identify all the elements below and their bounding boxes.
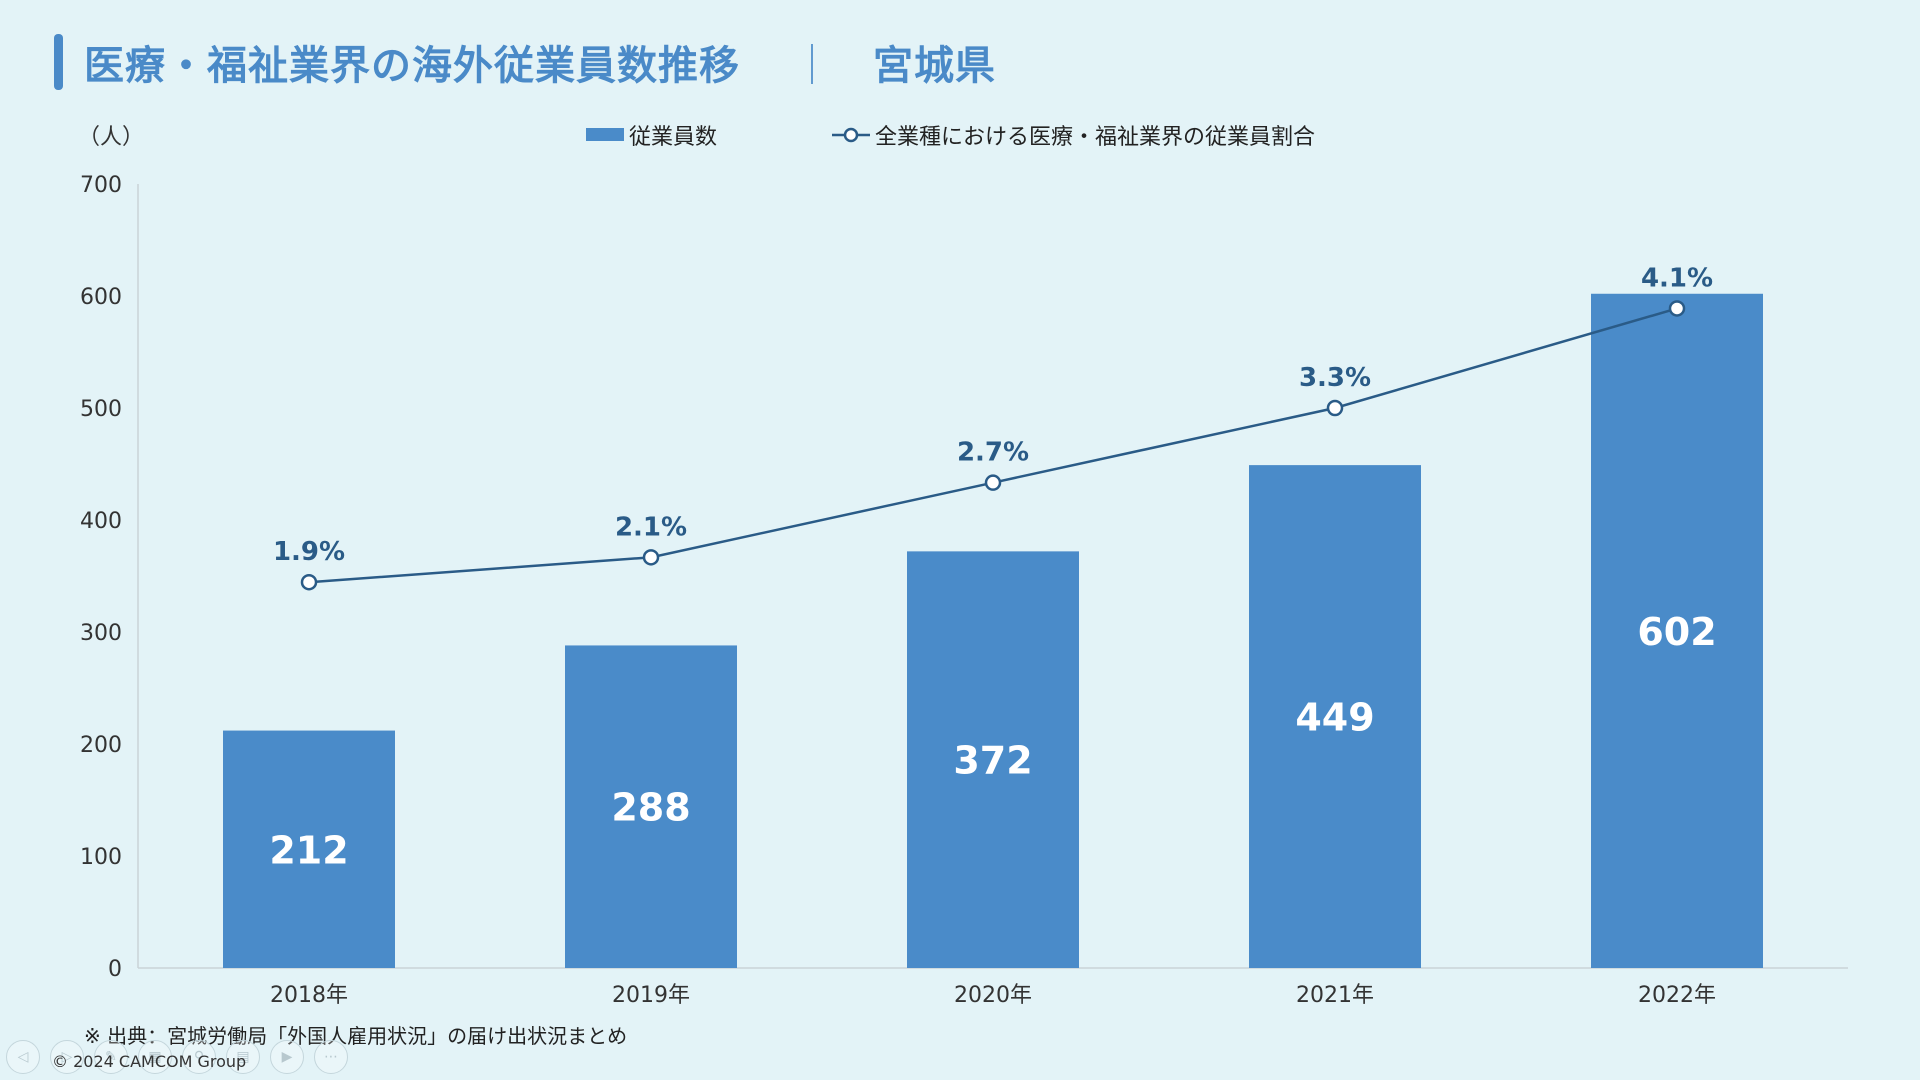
y-tick-label: 100: [80, 845, 122, 870]
ratio-point: [300, 573, 318, 591]
y-tick-label: 200: [80, 733, 122, 758]
zoom-icon[interactable]: ⚲: [182, 1040, 216, 1074]
title-region: 宮城県: [873, 43, 996, 89]
x-tick-label: 2020年: [954, 983, 1032, 1008]
x-tick-label: 2019年: [612, 983, 690, 1008]
bar: [907, 551, 1079, 968]
bar: [1591, 293, 1763, 968]
bar-value-label: 449: [1295, 696, 1374, 740]
ratio-point: [1326, 399, 1344, 417]
copyright-text: © 2024 CAMCOM Group: [52, 1052, 247, 1071]
y-tick-label: 0: [108, 957, 122, 982]
x-tick-label: 2022年: [1638, 983, 1716, 1008]
bar: [565, 645, 737, 968]
legend-bar-label: 従業員数: [629, 125, 717, 150]
next-icon[interactable]: ▷: [50, 1040, 84, 1074]
ratio-point: [1668, 300, 1686, 317]
bar-value-label: 212: [269, 828, 348, 872]
y-tick-label: 300: [80, 621, 122, 646]
x-tick-label: 2021年: [1296, 983, 1374, 1008]
ratio-label: 3.3%: [1299, 363, 1371, 393]
source-note: ※ 出典：宮城労働局「外国人雇用状況」の届け出状況まとめ: [84, 1024, 628, 1048]
title-accent-bar: [54, 34, 63, 90]
page-title: 医療・福祉業界の海外従業員数推移 ｜ 宮城県: [84, 32, 996, 92]
ratio-label: 4.1%: [1641, 263, 1713, 293]
bar: [1249, 465, 1421, 968]
ratio-label: 2.7%: [957, 438, 1029, 468]
title-separator: ｜: [792, 43, 833, 89]
bar-value-label: 602: [1637, 610, 1716, 654]
camera-icon[interactable]: ▶: [270, 1040, 304, 1074]
y-tick-label: 700: [80, 173, 122, 198]
ratio-point: [984, 474, 1002, 491]
subtitle-icon[interactable]: ▤: [226, 1040, 260, 1074]
y-tick-label: 400: [80, 509, 122, 534]
y-tick-label: 500: [80, 397, 122, 422]
slide-nav-controls: ◁ ▷ ✎ ▦ ⚲ ▤ ▶ ⋯: [6, 1040, 348, 1074]
y-tick-label: 600: [80, 285, 122, 310]
pen-icon[interactable]: ✎: [94, 1040, 128, 1074]
ratio-label: 2.1%: [615, 512, 687, 542]
y-axis-label: （人）: [78, 125, 144, 150]
legend-line-label: 全業種における医療・福祉業界の従業員割合: [875, 125, 1315, 150]
bar-value-label: 372: [953, 739, 1032, 783]
legend-bar-swatch: [586, 128, 624, 141]
legend-line-marker: [843, 127, 859, 143]
grid-icon[interactable]: ▦: [138, 1040, 172, 1074]
prev-icon[interactable]: ◁: [6, 1040, 40, 1074]
x-tick-label: 2018年: [270, 983, 348, 1008]
title-text: 医療・福祉業界の海外従業員数推移: [84, 43, 740, 89]
ratio-label: 1.9%: [273, 537, 345, 567]
bar: [223, 730, 395, 968]
bar-value-label: 288: [611, 786, 690, 830]
more-icon[interactable]: ⋯: [314, 1040, 348, 1074]
ratio-point: [642, 549, 660, 566]
